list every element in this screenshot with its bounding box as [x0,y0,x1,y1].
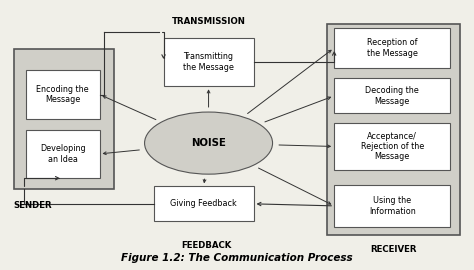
Text: Giving Feedback: Giving Feedback [171,199,237,208]
Text: Figure 1.2: The Communication Process: Figure 1.2: The Communication Process [121,253,353,263]
Bar [164,38,254,86]
Bar [327,24,460,235]
Text: Reception of
the Message: Reception of the Message [367,38,418,58]
Text: Encoding the
Message: Encoding the Message [36,85,89,104]
Bar [26,70,100,119]
Text: FEEDBACK: FEEDBACK [181,241,231,250]
Ellipse shape [145,112,273,174]
Bar [26,130,100,178]
Text: RECEIVER: RECEIVER [370,245,417,254]
Bar [334,28,450,68]
Text: Acceptance/
Rejection of the
Message: Acceptance/ Rejection of the Message [361,131,424,161]
Bar [334,123,450,170]
Text: NOISE: NOISE [191,138,226,148]
Bar [14,49,114,189]
Text: SENDER: SENDER [14,201,53,210]
Bar [334,78,450,113]
Text: Developing
an Idea: Developing an Idea [40,144,86,164]
Text: Using the
Information: Using the Information [369,196,416,215]
Bar [154,186,254,221]
Bar [334,185,450,227]
Text: Decoding the
Message: Decoding the Message [365,86,419,106]
Text: Transmitting
the Message: Transmitting the Message [183,52,234,72]
Text: TRANSMISSION: TRANSMISSION [172,17,246,26]
